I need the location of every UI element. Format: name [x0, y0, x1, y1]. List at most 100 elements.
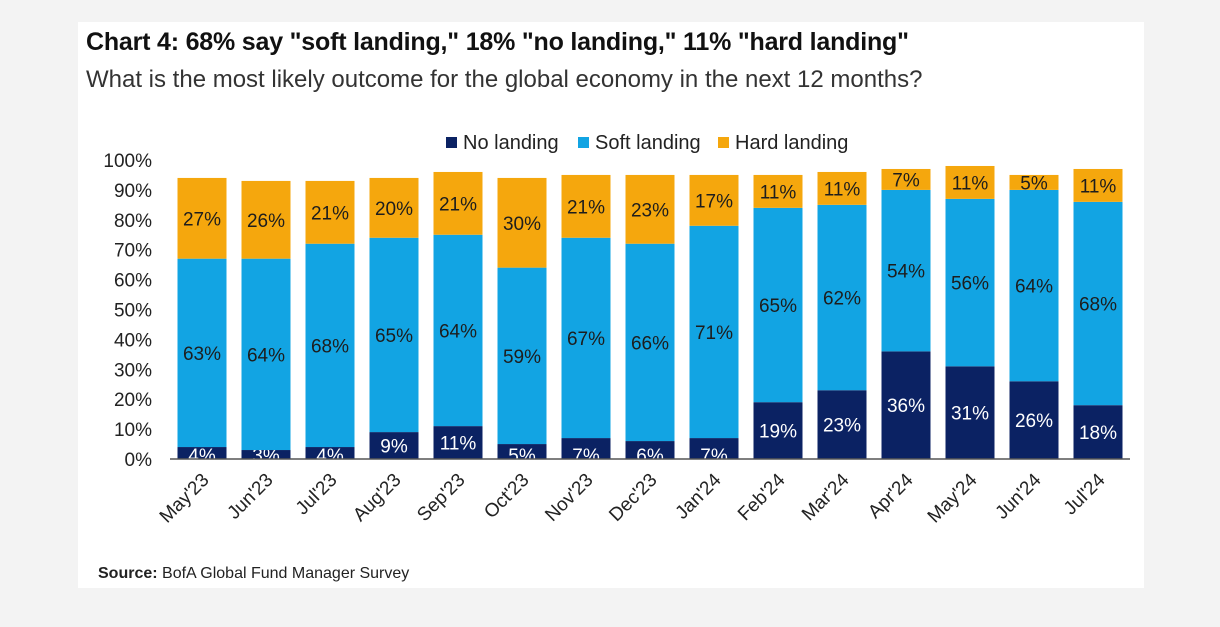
data-label: 19%	[759, 422, 797, 443]
bar-segment-hard-landing	[497, 177, 547, 268]
data-label: 9%	[380, 437, 408, 458]
bar-segment-soft-landing	[1009, 189, 1059, 382]
data-label: 64%	[247, 345, 285, 366]
bar-segment-hard-landing	[817, 171, 867, 205]
bar-segment-no-landing	[1009, 381, 1059, 459]
bar-segment-soft-landing	[497, 267, 547, 445]
data-label: 36%	[887, 396, 925, 417]
bar-segment-no-landing	[945, 366, 995, 459]
data-label: 68%	[311, 336, 349, 357]
bar-segment-soft-landing	[561, 237, 611, 439]
data-label: 21%	[439, 194, 477, 215]
y-tick-label: 50%	[114, 301, 152, 322]
legend-label: Soft landing	[595, 132, 701, 154]
y-tick-label: 100%	[103, 151, 152, 172]
bar-segment-no-landing	[625, 441, 675, 459]
bar-segment-hard-landing	[689, 174, 739, 226]
data-label: 3%	[252, 446, 280, 467]
source-label: Source:	[98, 565, 158, 582]
bar-segment-soft-landing	[817, 204, 867, 391]
data-label: 11%	[824, 179, 861, 200]
data-label: 26%	[247, 211, 285, 232]
x-tick-label: Jan'24	[672, 469, 726, 523]
data-label: 64%	[1015, 277, 1053, 298]
y-tick-label: 10%	[114, 420, 152, 441]
bar-segment-no-landing	[241, 450, 291, 459]
x-tick-label: Mar'24	[798, 469, 854, 525]
data-label: 4%	[316, 446, 344, 467]
x-tick-label: Sep'23	[413, 470, 469, 526]
y-tick-label: 90%	[114, 181, 152, 202]
bar-segment-hard-landing	[881, 168, 931, 190]
bar-segment-hard-landing	[945, 165, 995, 199]
bar-segment-hard-landing	[625, 174, 675, 244]
chart-card: 0% 10% 20% 30% 40% 50% 60% 70% 80% 90% 100% 4% 63% 27…	[78, 22, 1144, 588]
data-label: 59%	[503, 347, 541, 368]
stacked-bar-chart: 0% 10% 20% 30% 40% 50% 60% 70% 80% 90% 100% 4% 63% 27…	[103, 132, 1130, 528]
y-tick-label: 40%	[114, 330, 152, 351]
bar-segment-soft-landing	[369, 237, 419, 433]
data-label: 23%	[631, 200, 669, 221]
data-label: 56%	[951, 274, 989, 295]
data-label: 7%	[892, 170, 920, 191]
data-label: 23%	[823, 416, 861, 437]
bar-segment-hard-landing	[177, 177, 227, 259]
bar-segment-hard-landing	[561, 174, 611, 238]
data-label: 64%	[439, 321, 477, 342]
y-tick-label: 0%	[125, 450, 153, 471]
x-tick-label: Jun'23	[224, 470, 278, 524]
bar-segment-hard-landing	[305, 180, 355, 244]
data-label: 18%	[1079, 423, 1117, 444]
x-tick-label: Dec'23	[605, 470, 661, 526]
bar-segment-no-landing	[433, 426, 483, 459]
data-label: 65%	[375, 326, 413, 347]
data-label: 65%	[759, 296, 797, 317]
legend-swatch	[446, 137, 457, 148]
bar-segment-no-landing	[689, 438, 739, 459]
data-label: 11%	[952, 173, 989, 194]
bar-segment-no-landing	[881, 351, 931, 459]
data-label: 26%	[1015, 411, 1053, 432]
x-tick-label: May'23	[156, 470, 214, 528]
y-tick-label: 70%	[114, 241, 152, 262]
data-label: 20%	[375, 199, 413, 220]
y-tick-label: 60%	[114, 271, 152, 292]
legend-label: Hard landing	[735, 132, 848, 154]
bar-segment-hard-landing	[433, 171, 483, 235]
data-label: 66%	[631, 333, 669, 354]
data-label: 27%	[183, 209, 221, 230]
source-text: BofA Global Fund Manager Survey	[162, 565, 410, 582]
data-label: 30%	[503, 214, 541, 235]
data-label: 5%	[508, 446, 536, 467]
bar-segment-soft-landing	[177, 258, 227, 448]
data-label: 17%	[695, 191, 733, 212]
bar-segment-no-landing	[177, 447, 227, 459]
data-label: 31%	[951, 404, 989, 425]
bar-segment-no-landing	[817, 390, 867, 459]
x-tick-label: Apr'24	[864, 469, 918, 523]
bar-segment-soft-landing	[625, 243, 675, 442]
x-tick-label: Jul'23	[292, 470, 342, 520]
data-label: 11%	[440, 434, 477, 455]
data-label: 11%	[760, 182, 797, 203]
bar-segment-soft-landing	[881, 189, 931, 352]
bar-segment-no-landing	[561, 438, 611, 459]
bar-segment-no-landing	[1073, 405, 1123, 459]
source-note: Source: BofA Global Fund Manager Survey	[98, 565, 409, 583]
data-label: 68%	[1079, 295, 1117, 316]
data-label: 21%	[311, 203, 349, 224]
chart-title: Chart 4: 68% say "soft landing," 18% "no…	[86, 28, 909, 56]
data-label: 7%	[572, 446, 600, 467]
data-label: 21%	[567, 197, 605, 218]
bar-segment-no-landing	[753, 402, 803, 459]
x-tick-label: Feb'24	[734, 469, 790, 525]
bar-segment-soft-landing	[689, 225, 739, 439]
data-label: 11%	[1080, 176, 1117, 197]
bar-segment-no-landing	[305, 447, 355, 459]
data-label: 63%	[183, 344, 221, 365]
x-tick-label: Nov'23	[541, 470, 597, 526]
bar-segment-soft-landing	[433, 234, 483, 427]
x-tick-label: Aug'23	[349, 470, 405, 526]
bar-segment-soft-landing	[1073, 201, 1123, 406]
bar-segment-soft-landing	[945, 198, 995, 367]
